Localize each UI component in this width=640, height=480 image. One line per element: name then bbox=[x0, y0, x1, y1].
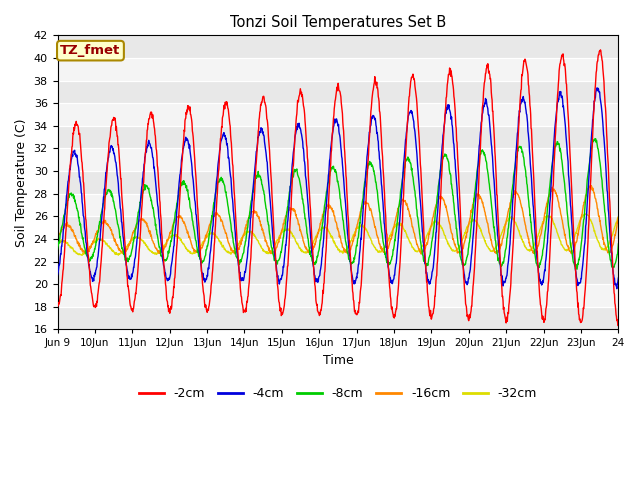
Bar bbox=[58, 103, 618, 126]
Bar bbox=[58, 307, 618, 329]
Title: Tonzi Soil Temperatures Set B: Tonzi Soil Temperatures Set B bbox=[230, 15, 446, 30]
Bar bbox=[58, 193, 618, 216]
Bar bbox=[58, 148, 618, 171]
X-axis label: Time: Time bbox=[323, 354, 353, 367]
Y-axis label: Soil Temperature (C): Soil Temperature (C) bbox=[15, 118, 28, 247]
Bar bbox=[58, 126, 618, 148]
Bar bbox=[58, 284, 618, 307]
Legend: -2cm, -4cm, -8cm, -16cm, -32cm: -2cm, -4cm, -8cm, -16cm, -32cm bbox=[134, 383, 542, 406]
Bar bbox=[58, 171, 618, 193]
Text: TZ_fmet: TZ_fmet bbox=[60, 44, 120, 57]
Bar bbox=[58, 262, 618, 284]
Bar bbox=[58, 239, 618, 262]
Bar bbox=[58, 36, 618, 58]
Bar bbox=[58, 58, 618, 81]
Bar bbox=[58, 81, 618, 103]
Bar bbox=[58, 216, 618, 239]
